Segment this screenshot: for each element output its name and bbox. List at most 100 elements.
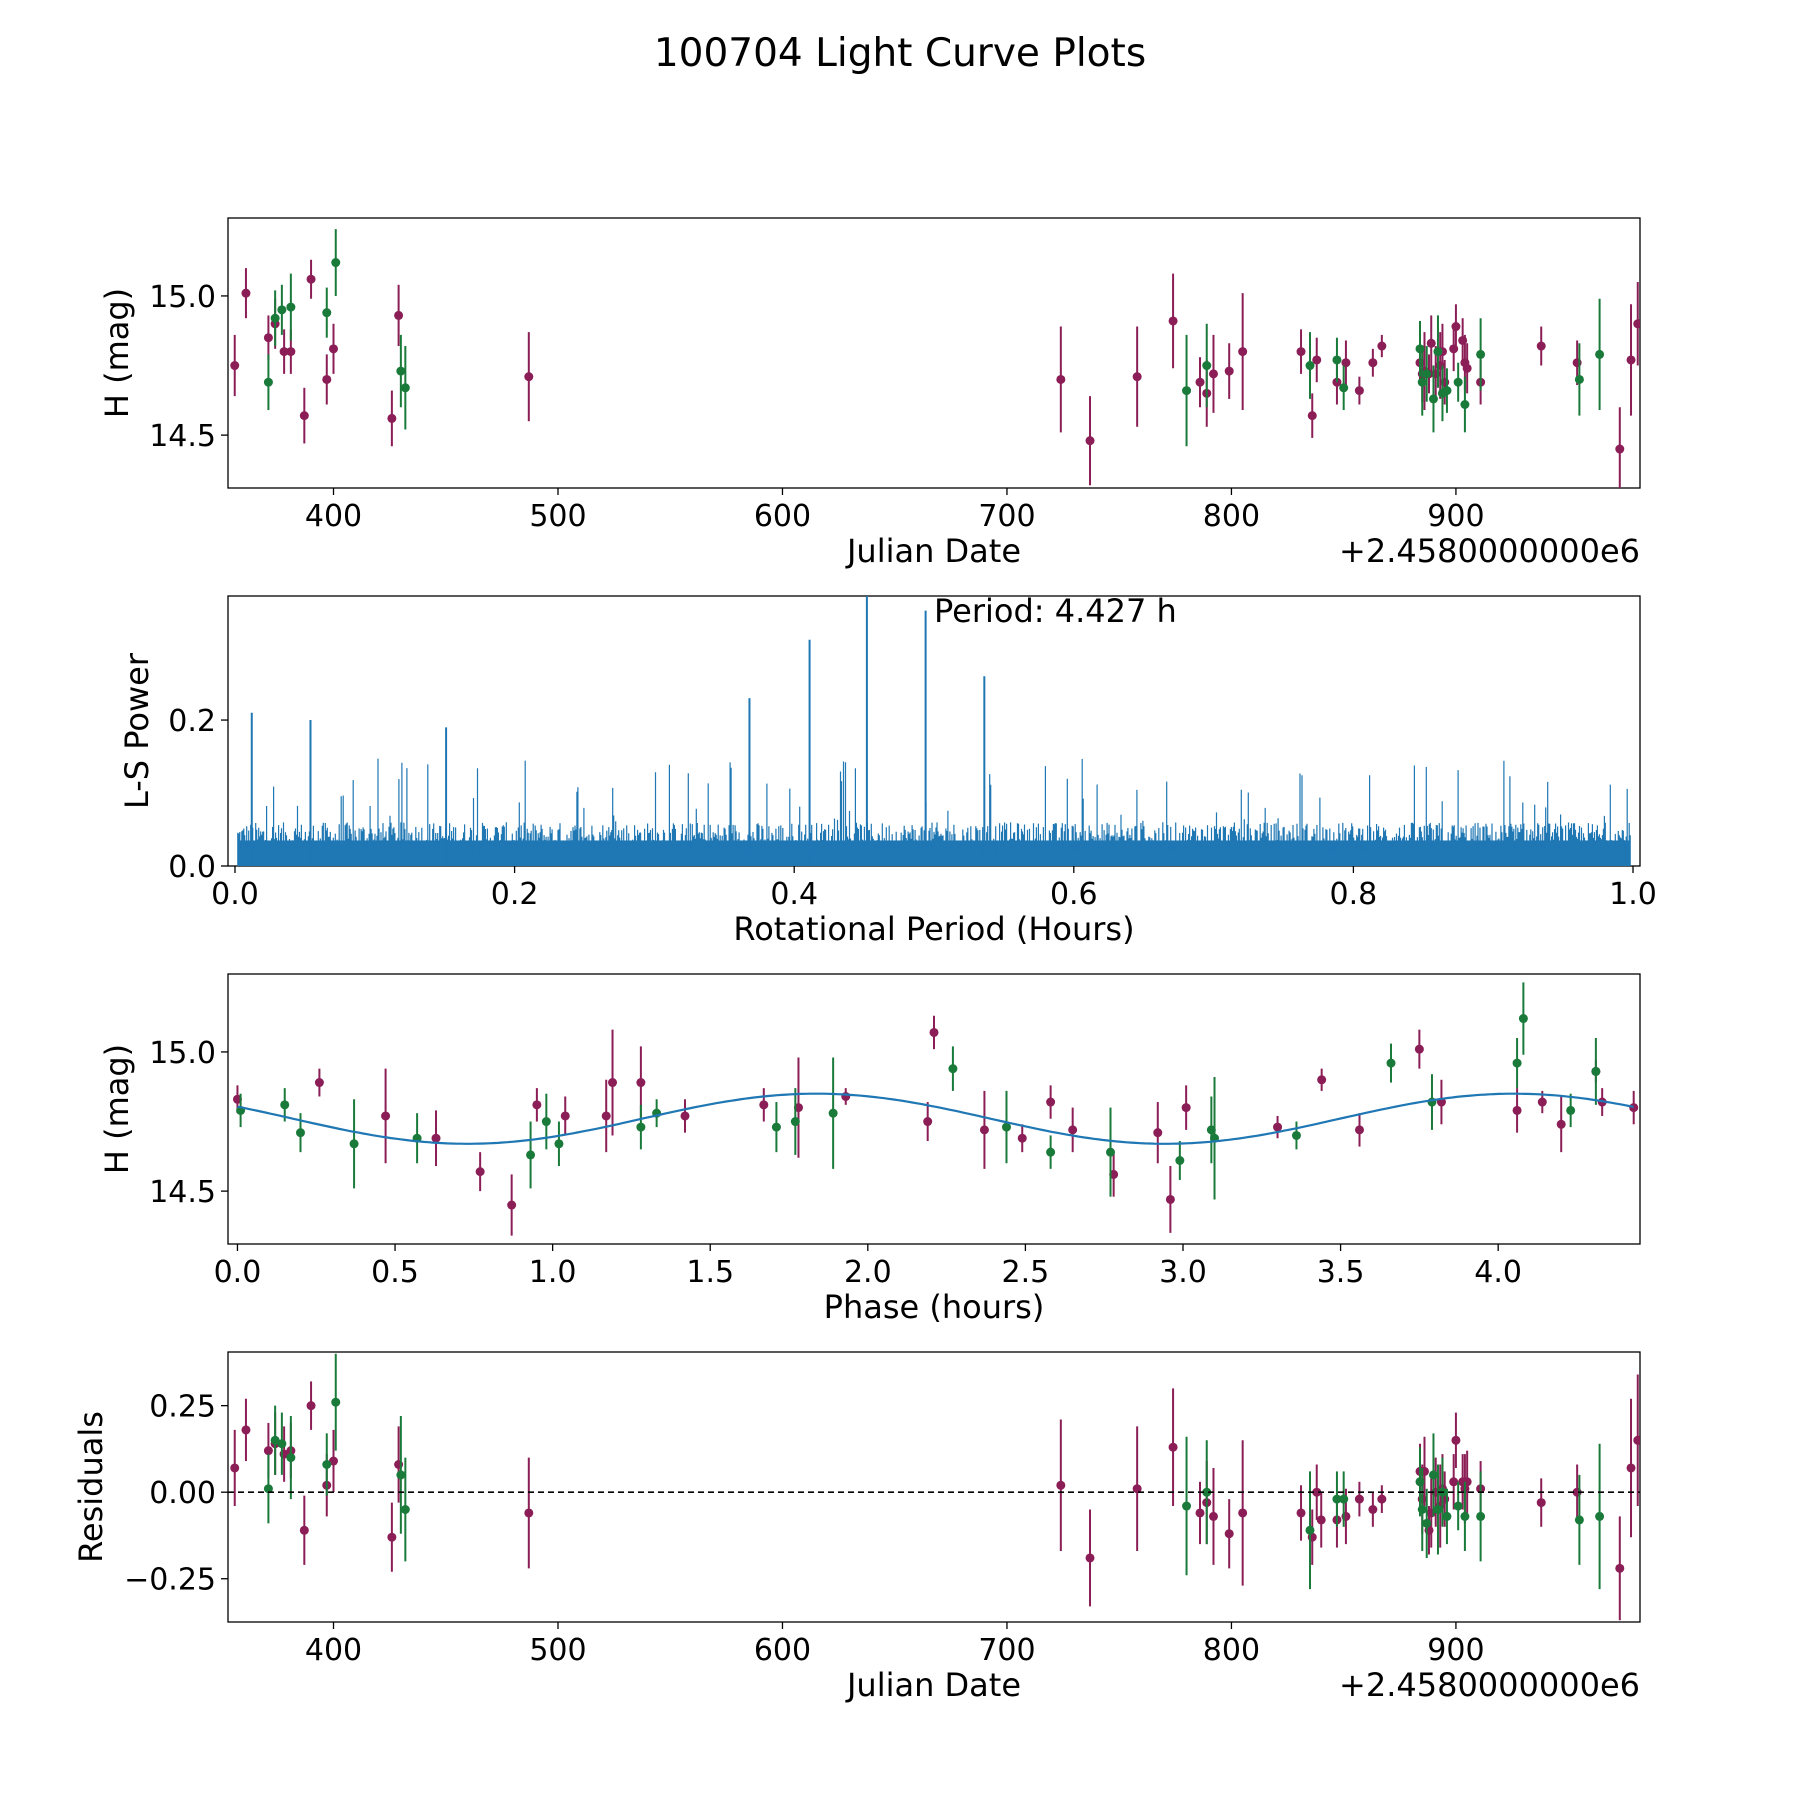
data-point xyxy=(280,1100,290,1110)
data-point xyxy=(1068,1125,1078,1135)
x-tick-label-2: 4.0 xyxy=(1474,1255,1522,1290)
x-tick-label-2: 1.5 xyxy=(686,1255,734,1290)
data-point xyxy=(790,1117,800,1127)
data-point xyxy=(400,1505,410,1514)
data-point xyxy=(1175,1155,1185,1165)
data-point xyxy=(680,1111,690,1121)
data-point xyxy=(277,1439,287,1449)
panel-residuals: Residuals Julian Date +2.4580000000e6 xyxy=(72,1351,1641,1704)
data-point xyxy=(331,1397,341,1407)
data-point xyxy=(1354,1125,1364,1135)
data-point xyxy=(1085,1553,1095,1563)
data-point xyxy=(1414,1044,1424,1054)
data-point xyxy=(1626,1463,1636,1473)
panel-lightcurve: H (mag) Julian Date +2.4580000000e6 xyxy=(98,217,1641,570)
data-point xyxy=(1460,399,1470,409)
data-point xyxy=(507,1200,517,1210)
y-tick-label-1: 0.0 xyxy=(168,850,216,885)
data-point xyxy=(1433,1505,1443,1514)
data-point xyxy=(1428,394,1438,404)
data-point xyxy=(1339,383,1349,393)
data-point xyxy=(314,1078,324,1088)
y-tick-label-0: 15.0 xyxy=(149,280,216,315)
ylabel-residuals: Residuals xyxy=(72,1411,110,1563)
plot-frame-phased xyxy=(227,973,1641,1245)
data-point xyxy=(1615,444,1625,454)
data-point xyxy=(948,1064,958,1074)
x-tick-label-2: 2.0 xyxy=(844,1255,892,1290)
data-point xyxy=(1046,1147,1056,1157)
plot-area-2 xyxy=(232,982,1639,1236)
data-point xyxy=(322,308,332,318)
data-point xyxy=(1296,347,1306,357)
data-point xyxy=(1208,1511,1218,1521)
data-point xyxy=(1202,361,1212,371)
data-point xyxy=(1332,355,1342,365)
data-point xyxy=(1132,1484,1142,1494)
x-tick-label-0: 600 xyxy=(754,499,811,534)
data-point xyxy=(230,1463,240,1473)
data-point xyxy=(263,1446,273,1456)
data-point xyxy=(1422,1518,1432,1528)
data-point xyxy=(1307,411,1317,421)
x-tick-label-2: 2.5 xyxy=(1002,1255,1050,1290)
y-tick-label-0: 14.5 xyxy=(149,419,216,454)
data-point xyxy=(1537,1097,1547,1107)
data-point xyxy=(1238,1508,1248,1518)
data-point xyxy=(1341,358,1351,368)
x-tick-label-1: 0.4 xyxy=(770,877,818,912)
x-tick-label-0: 900 xyxy=(1427,499,1484,534)
data-point xyxy=(270,313,280,323)
data-point xyxy=(1428,1470,1438,1480)
data-point xyxy=(1224,1529,1234,1539)
data-point xyxy=(1354,1494,1364,1504)
x-tick-label-1: 1.0 xyxy=(1609,877,1657,912)
x-tick-label-1: 0.2 xyxy=(491,877,539,912)
y-tick-label-3: 0.25 xyxy=(149,1390,216,1425)
figure-title: 100704 Light Curve Plots xyxy=(654,31,1146,76)
data-point xyxy=(1574,374,1584,384)
ylabel-periodogram: L-S Power xyxy=(118,652,156,809)
plot-area-3 xyxy=(228,1353,1640,1621)
data-point xyxy=(241,288,251,298)
data-point xyxy=(1417,1505,1427,1514)
data-point xyxy=(230,361,240,371)
data-point xyxy=(532,1100,542,1110)
data-point xyxy=(306,1401,316,1411)
data-point xyxy=(1556,1119,1566,1129)
data-point xyxy=(1312,355,1322,365)
data-point xyxy=(1085,436,1095,446)
data-point xyxy=(1442,386,1452,396)
x-tick-label-1: 0.6 xyxy=(1050,877,1098,912)
data-point xyxy=(1595,349,1605,359)
plot-area-0 xyxy=(230,229,1640,488)
plot-area-1 xyxy=(237,596,1631,866)
x-tick-label-3: 600 xyxy=(754,1633,811,1668)
data-point xyxy=(1224,366,1234,376)
data-point xyxy=(381,1111,391,1121)
x-tick-label-3: 800 xyxy=(1203,1633,1260,1668)
data-point xyxy=(1182,1501,1192,1511)
data-point xyxy=(1426,338,1436,348)
x-tick-label-3: 900 xyxy=(1427,1633,1484,1668)
data-point xyxy=(524,1508,534,1518)
data-point xyxy=(828,1108,838,1118)
data-point xyxy=(1422,369,1432,379)
data-point xyxy=(263,1484,273,1494)
offset-text-lightcurve: +2.4580000000e6 xyxy=(1339,532,1640,570)
data-point xyxy=(387,413,397,423)
data-point xyxy=(1291,1130,1301,1140)
data-point xyxy=(431,1133,441,1143)
ylabel-lightcurve: H (mag) xyxy=(98,288,136,418)
data-point xyxy=(1305,361,1315,371)
data-point xyxy=(560,1111,570,1121)
data-point xyxy=(349,1139,359,1149)
data-point xyxy=(979,1125,989,1135)
axes-3: 400 500 600 700 800 900 0.25 0.00 −0.25 xyxy=(124,1390,1484,1668)
y-tick-label-2: 14.5 xyxy=(149,1175,216,1210)
data-point xyxy=(1462,363,1472,373)
x-tick-label-3: 700 xyxy=(978,1633,1035,1668)
data-point xyxy=(277,305,287,315)
xlabel-residuals: Julian Date xyxy=(845,1666,1021,1704)
